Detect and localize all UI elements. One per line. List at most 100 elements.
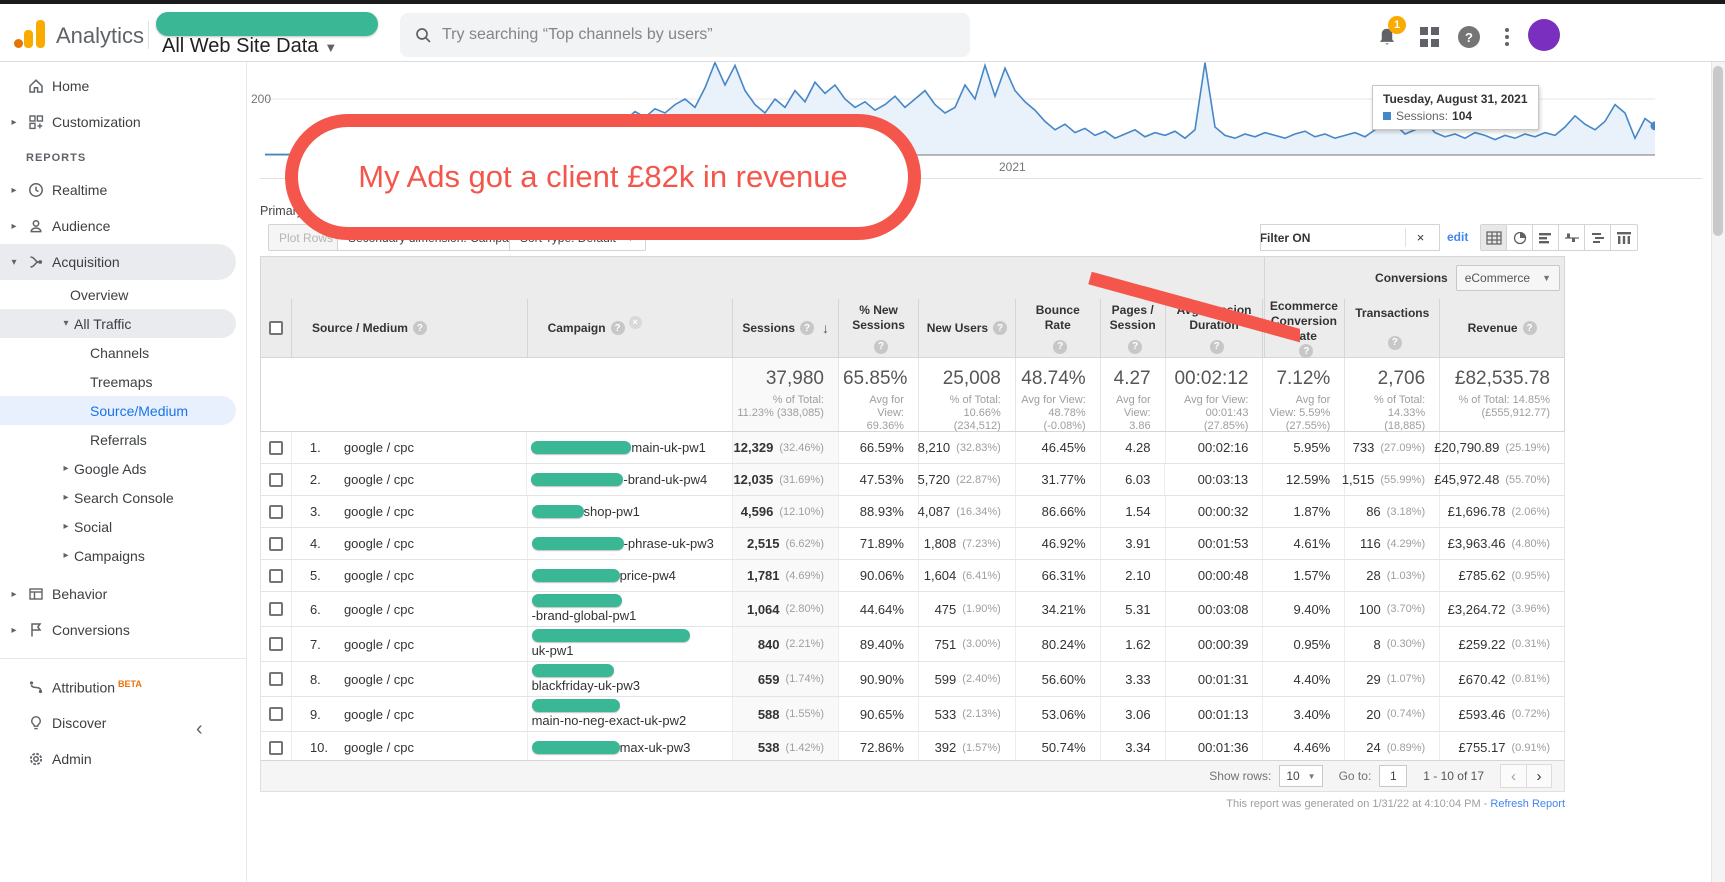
sidebar-item-label: Conversions bbox=[52, 622, 130, 638]
refresh-report-link[interactable]: Refresh Report bbox=[1490, 798, 1565, 810]
sidebar-item-treemaps[interactable]: Treemaps bbox=[0, 367, 246, 396]
global-search[interactable] bbox=[400, 13, 970, 57]
product-name: Analytics bbox=[56, 23, 145, 48]
row-checkbox[interactable] bbox=[268, 637, 283, 651]
row-checkbox[interactable] bbox=[268, 504, 283, 519]
help-icon[interactable]: ? bbox=[800, 321, 815, 335]
sidebar-item-discover[interactable]: Discover bbox=[0, 705, 246, 741]
duration-cell: 00:02:16 bbox=[1164, 432, 1263, 463]
sidebar-item-campaigns[interactable]: ▸ Campaigns bbox=[0, 541, 246, 570]
avatar[interactable] bbox=[1528, 19, 1560, 51]
source-medium-value: google / cpc bbox=[343, 706, 415, 722]
row-checkbox[interactable] bbox=[268, 472, 283, 487]
column-header-transactions[interactable]: Transactions? bbox=[1344, 299, 1439, 357]
column-header-campaign[interactable]: Campaign? × bbox=[526, 299, 733, 357]
sessions-cell: 2,515 (6.62%) bbox=[732, 528, 839, 559]
help-icon[interactable]: ? bbox=[412, 321, 427, 335]
percentage-view-icon[interactable] bbox=[1507, 225, 1533, 250]
row-checkbox[interactable] bbox=[268, 740, 283, 755]
sidebar-collapse-chevron-icon[interactable]: ‹ bbox=[196, 718, 203, 740]
term-cloud-view-icon[interactable] bbox=[1585, 225, 1611, 250]
row-checkbox[interactable] bbox=[268, 707, 283, 721]
select-all-checkbox[interactable] bbox=[268, 321, 283, 335]
notifications-bell-icon[interactable] bbox=[1374, 24, 1400, 50]
campaign-cell: blackfriday-uk-pw3 bbox=[526, 662, 733, 696]
performance-view-icon[interactable] bbox=[1533, 225, 1559, 250]
prev-page-button[interactable]: ‹ bbox=[1500, 764, 1526, 788]
column-header-sessions[interactable]: Sessions? ↓ bbox=[732, 299, 838, 357]
pivot-view-icon[interactable] bbox=[1611, 225, 1637, 250]
sidebar-item-conversions[interactable]: ▸ Conversions bbox=[0, 612, 246, 648]
advanced-filter-input[interactable]: advanced Filter ON bbox=[1260, 224, 1440, 251]
next-page-button[interactable]: › bbox=[1526, 764, 1552, 788]
sidebar-item-home[interactable]: Home bbox=[0, 68, 246, 104]
chevron-right-icon: ▸ bbox=[11, 624, 17, 636]
sidebar-item-channels[interactable]: Channels bbox=[0, 338, 246, 367]
sidebar-item-google-ads[interactable]: ▸ Google Ads bbox=[0, 454, 246, 483]
sidebar-item-search-console[interactable]: ▸ Search Console bbox=[0, 483, 246, 512]
checkbox-cell bbox=[261, 496, 291, 527]
help-icon[interactable]: ? bbox=[874, 339, 889, 354]
sidebar-item-all-traffic[interactable]: ▾ All Traffic bbox=[0, 309, 236, 338]
edit-filter-link[interactable]: edit bbox=[1447, 230, 1469, 244]
sidebar-item-audience[interactable]: ▸ Audience bbox=[0, 208, 246, 244]
scrollbar-thumb[interactable] bbox=[1713, 66, 1723, 236]
sidebar-item-attribution[interactable]: Attribution BETA bbox=[0, 669, 246, 705]
help-icon[interactable]: ? bbox=[1456, 24, 1482, 50]
sidebar-item-overview[interactable]: Overview bbox=[0, 280, 246, 309]
more-menu-icon[interactable] bbox=[1494, 24, 1520, 50]
clear-filter-button[interactable]: × bbox=[1405, 228, 1435, 247]
source-medium-value: google / cpc bbox=[343, 536, 415, 551]
help-icon[interactable]: ? bbox=[1299, 344, 1314, 358]
help-icon[interactable]: ? bbox=[610, 321, 625, 335]
ecr-cell: 4.46% bbox=[1262, 732, 1344, 763]
sidebar-item-customization[interactable]: ▸ Customization bbox=[0, 104, 246, 140]
comparison-view-icon[interactable] bbox=[1559, 225, 1585, 250]
ecommerce-dropdown[interactable]: eCommerce ▼ bbox=[1455, 265, 1560, 291]
column-header-source[interactable]: Source / Medium? bbox=[290, 299, 527, 357]
column-header-bounce[interactable]: Bounce Rate? bbox=[1014, 299, 1100, 357]
help-icon[interactable]: ? bbox=[1053, 339, 1068, 354]
column-header-pages[interactable]: Pages / Session? bbox=[1099, 299, 1165, 357]
sidebar-item-referrals[interactable]: Referrals bbox=[0, 425, 246, 454]
sidebar-item-source-medium[interactable]: Source/Medium bbox=[0, 396, 236, 425]
search-input[interactable] bbox=[442, 26, 922, 44]
campaign-redaction bbox=[531, 473, 624, 486]
row-checkbox[interactable] bbox=[268, 568, 283, 583]
help-icon[interactable]: ? bbox=[1387, 335, 1402, 350]
goto-page-input[interactable] bbox=[1379, 765, 1408, 787]
sidebar-item-admin[interactable]: Admin bbox=[0, 741, 246, 777]
source-medium-value: google / cpc bbox=[343, 636, 415, 652]
cell-value: 3.06 bbox=[1125, 706, 1151, 722]
remove-secondary-dimension-icon[interactable]: × bbox=[628, 315, 642, 329]
apps-grid-icon[interactable] bbox=[1416, 24, 1442, 50]
row-checkbox[interactable] bbox=[268, 440, 283, 455]
help-icon[interactable]: ? bbox=[1128, 339, 1143, 354]
help-icon[interactable]: ? bbox=[993, 321, 1008, 335]
column-header-revenue[interactable]: Revenue? bbox=[1439, 299, 1564, 357]
data-view-icon[interactable] bbox=[1481, 225, 1507, 250]
cell-value: 4.61% bbox=[1293, 536, 1331, 551]
row-checkbox[interactable] bbox=[268, 536, 283, 551]
cell-value: 90.90% bbox=[859, 671, 904, 687]
page-scrollbar[interactable] bbox=[1711, 62, 1725, 882]
row-checkbox[interactable] bbox=[268, 602, 283, 616]
chart-x-label: 2021 bbox=[999, 160, 1026, 174]
sidebar-item-behavior[interactable]: ▸ Behavior bbox=[0, 576, 246, 612]
column-header-duration[interactable]: Avg. Session Duration? bbox=[1164, 299, 1263, 357]
sidebar-item-realtime[interactable]: ▸ Realtime bbox=[0, 172, 246, 208]
sidebar-item-social[interactable]: ▸ Social bbox=[0, 512, 246, 541]
cell-percent: (6.62%) bbox=[785, 537, 825, 550]
column-header-ecr[interactable]: Ecommerce Conversion Rate? bbox=[1262, 299, 1344, 358]
help-icon[interactable]: ? bbox=[1522, 321, 1537, 335]
property-switcher[interactable]: All Web Site Data ▼ bbox=[162, 35, 337, 58]
row-checkbox[interactable] bbox=[268, 672, 283, 686]
column-header-new_sessions[interactable]: % New Sessions? bbox=[838, 299, 918, 357]
sidebar-item-acquisition[interactable]: ▾ Acquisition bbox=[0, 244, 236, 280]
transactions-cell: 86 (3.18%) bbox=[1344, 496, 1439, 527]
totals-subtext: % of Total: 11.23% (338,085) bbox=[737, 394, 824, 419]
show-rows-select[interactable]: 10 ▼ bbox=[1279, 765, 1323, 787]
filter-status-text: advanced Filter ON bbox=[1260, 230, 1311, 245]
column-header-new_users[interactable]: New Users? bbox=[917, 299, 1015, 357]
help-icon[interactable]: ? bbox=[1209, 339, 1224, 354]
